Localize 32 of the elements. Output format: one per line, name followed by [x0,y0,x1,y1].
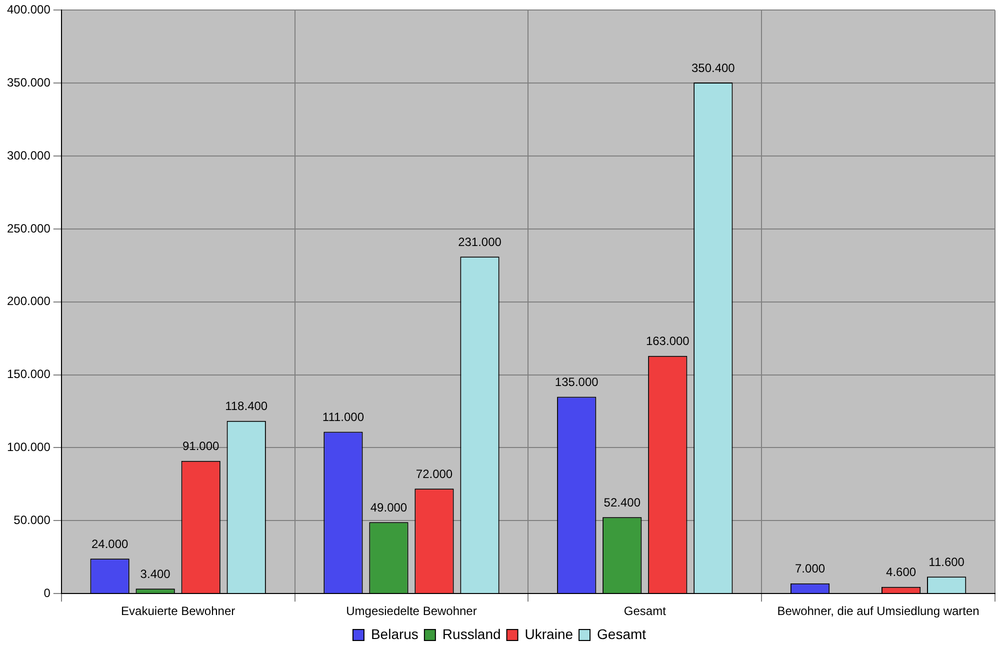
x-tick-label: Umgesiedelte Bewohner [346,604,477,618]
y-tick-label: 300.000 [6,148,51,162]
x-tick-label: Bewohner, die auf Umsiedlung warten [777,604,980,618]
legend-label: Russland [442,626,501,642]
data-label: 111.000 [322,410,364,424]
data-label: 4.600 [886,565,916,580]
data-label: 163.000 [646,334,690,348]
data-label: 52.400 [604,495,641,510]
y-tick-label: 250.000 [6,221,51,236]
y-tick-label: 50.000 [14,512,51,527]
y-tick-label: 400.000 [6,2,51,17]
data-label: 231.000 [458,235,502,249]
data-label: 11.600 [928,554,965,569]
x-tick-label: Evakuierte Bewohner [121,604,236,618]
data-label: 49.000 [370,500,408,514]
y-tick-label: 0 [44,586,51,600]
data-label: 24.000 [91,536,128,551]
legend-label: Belarus [370,626,418,642]
y-tick-label: 350.000 [6,75,51,90]
data-label: 7.000 [795,562,826,576]
y-tick-label: 200.000 [6,294,51,308]
x-tick-label: Gesamt [624,604,667,618]
legend-label: Ukraine [524,626,574,642]
data-label: 135.000 [554,375,599,390]
data-label: 72.000 [416,466,453,481]
y-tick-label: 150.000 [6,367,51,382]
data-label: 3.400 [140,566,171,581]
data-label: 118.400 [225,399,268,414]
y-tick-label: 100.000 [6,440,51,454]
data-label: 350.400 [691,60,736,75]
legend-label: Gesamt [597,626,646,642]
data-label: 91.000 [182,439,220,454]
